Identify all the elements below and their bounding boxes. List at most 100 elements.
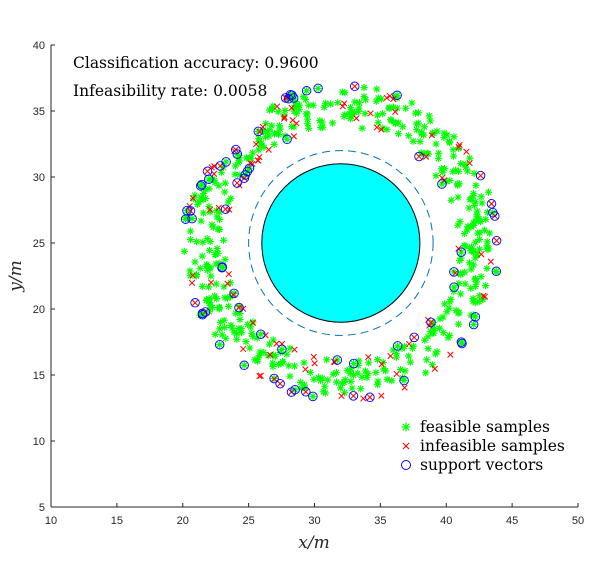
- infeasible-sample-marker: [339, 103, 346, 110]
- feasible-sample-marker: [202, 296, 211, 304]
- feasible-sample-marker: [438, 180, 446, 188]
- support-vector-marker: [214, 339, 225, 350]
- feasible-sample-marker: [297, 378, 305, 386]
- infeasible-sample-marker: [189, 272, 196, 279]
- feasible-sample-marker: [461, 268, 469, 276]
- feasible-sample-marker: [309, 101, 317, 109]
- x-tick-label: 20: [177, 515, 189, 527]
- feasible-sample-marker: [427, 327, 435, 335]
- feasible-sample-marker: [211, 250, 219, 259]
- feasible-sample-marker: [199, 238, 207, 246]
- feasible-sample-marker: [205, 175, 213, 183]
- legend-marker-support: [401, 460, 411, 470]
- feasible-sample-marker: [455, 180, 463, 188]
- x-tick-label: 30: [308, 515, 320, 527]
- support-vector-marker: [348, 391, 359, 401]
- feasible-sample-marker: [242, 338, 250, 346]
- infeasible-sample-marker: [302, 366, 309, 373]
- feasible-sample-marker: [402, 104, 410, 112]
- infeasible-sample-marker: [293, 120, 300, 127]
- feasible-sample-marker: [443, 308, 451, 316]
- infeasible-sample-marker: [210, 170, 218, 177]
- feasible-sample-marker: [424, 333, 432, 341]
- feasible-sample-marker: [455, 309, 463, 317]
- feasible-sample-marker: [399, 123, 407, 131]
- feasible-sample-marker: [461, 280, 469, 288]
- feasible-sample-marker: [274, 108, 282, 116]
- infeasible-sample-marker: [373, 124, 381, 131]
- feasible-sample-marker: [314, 84, 322, 93]
- support-vector-marker: [349, 81, 360, 92]
- feasible-sample-marker: [276, 125, 284, 133]
- feasible-sample-marker: [290, 107, 298, 115]
- infeasible-sample-marker: [415, 153, 423, 160]
- feasible-sample-marker: [276, 348, 284, 357]
- feasible-sample-marker: [447, 196, 455, 204]
- feasible-sample-marker: [413, 126, 421, 134]
- feasible-sample-marker: [414, 119, 422, 127]
- feasible-sample-marker: [450, 133, 458, 141]
- feasible-sample-marker: [196, 264, 204, 272]
- feasible-sample-marker: [320, 103, 328, 111]
- feasible-sample-marker: [382, 367, 390, 375]
- feasible-sample-marker: [374, 377, 382, 385]
- feasible-sample-marker: [220, 316, 228, 324]
- feasible-sample-marker: [221, 323, 229, 332]
- feasible-sample-marker: [450, 283, 458, 291]
- feasible-sample-marker: [355, 104, 363, 112]
- infeasible-sample-marker: [280, 115, 288, 122]
- feasible-sample-marker: [321, 382, 329, 390]
- feasible-sample-marker: [393, 104, 401, 112]
- feasible-sample-marker: [197, 217, 205, 225]
- infeasible-sample-marker: [378, 126, 385, 133]
- infeasible-sample-marker: [466, 159, 473, 167]
- feasible-sample-marker: [198, 252, 206, 260]
- feasible-sample-marker: [329, 119, 337, 127]
- feasible-sample-marker: [269, 336, 277, 344]
- support-vector-marker: [204, 174, 214, 184]
- feasible-sample-marker: [388, 377, 396, 385]
- feasible-sample-marker: [304, 120, 312, 128]
- feasible-sample-marker: [187, 236, 195, 244]
- support-vector-marker: [185, 206, 196, 216]
- feasible-sample-marker: [457, 271, 465, 279]
- feasible-sample-marker: [482, 282, 490, 290]
- feasible-sample-marker: [360, 92, 368, 101]
- feasible-sample-marker: [337, 384, 345, 392]
- feasible-sample-marker: [471, 313, 479, 321]
- infeasible-sample-marker: [383, 94, 390, 102]
- feasible-sample-marker: [261, 133, 270, 141]
- feasible-sample-marker: [444, 334, 452, 342]
- support-vector-marker: [392, 90, 402, 101]
- feasible-sample-marker: [186, 227, 194, 235]
- feasible-samples-layer: [180, 83, 500, 400]
- feasible-sample-marker: [281, 106, 289, 115]
- feasible-sample-marker: [480, 226, 489, 234]
- infeasible-sample-marker: [366, 394, 374, 401]
- feasible-sample-marker: [435, 149, 443, 157]
- infeasible-sample-marker: [351, 83, 358, 90]
- y-ticks: 5 10 15 20 25 30 35 40: [33, 40, 55, 514]
- infeasible-sample-marker: [186, 202, 193, 210]
- feasible-sample-marker: [256, 348, 264, 356]
- feasible-sample-marker: [246, 154, 254, 162]
- infeasible-sample-marker: [493, 237, 500, 244]
- x-tick-label: 40: [440, 515, 452, 527]
- legend-item-infeasible: infeasible samples: [402, 437, 565, 455]
- feasible-sample-marker: [373, 111, 381, 119]
- support-vector-marker: [197, 179, 207, 190]
- support-vector-marker: [288, 93, 299, 103]
- infeasible-sample-marker: [215, 204, 222, 211]
- feasible-sample-marker: [446, 139, 454, 147]
- feasible-sample-marker: [456, 257, 464, 265]
- feasible-sample-marker: [360, 83, 368, 92]
- y-tick-label: 15: [33, 370, 45, 382]
- support-vector-marker: [256, 329, 266, 339]
- infeasible-sample-marker: [273, 103, 281, 110]
- feasible-sample-marker: [214, 225, 222, 233]
- feasible-sample-marker: [432, 140, 440, 148]
- infeasible-sample-marker: [463, 148, 470, 155]
- infeasible-sample-marker: [207, 279, 215, 286]
- infeasible-sample-marker: [233, 179, 241, 187]
- support-vector-marker: [437, 179, 447, 189]
